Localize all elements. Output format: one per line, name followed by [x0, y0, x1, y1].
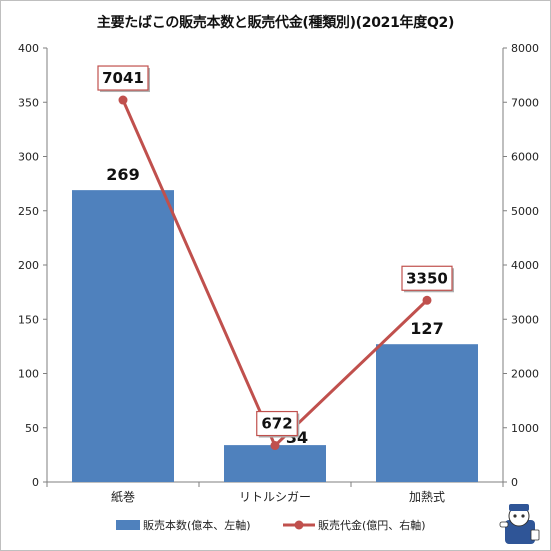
axes-layer: 0 0 50 1000 100 2000 150 3000 200 4000 250 5000 300 6…: [18, 42, 539, 504]
right-tick-label: 8000: [511, 42, 539, 55]
left-tick-label: 150: [18, 313, 39, 326]
left-tick-label: 250: [18, 205, 39, 218]
line-point: [422, 295, 432, 305]
category-label: リトルシガー: [239, 490, 311, 504]
category-label: 加熱式: [409, 490, 445, 504]
bar: [72, 190, 174, 482]
legend-bar-label: 販売本数(億本、左軸): [143, 518, 251, 532]
left-tick-label: 300: [18, 151, 39, 164]
bar: [224, 445, 326, 482]
right-tick-label: 3000: [511, 313, 539, 326]
right-tick-label: 0: [511, 476, 518, 489]
legend-line-label: 販売代金(億円、右軸): [318, 518, 426, 532]
left-tick-label: 50: [25, 422, 39, 435]
line-value-label: 3350: [406, 269, 448, 287]
chart-title: 主要たばこの販売本数と販売代金(種類別)(2021年度Q2): [96, 15, 455, 31]
bar-value-label: 269: [106, 165, 139, 184]
legend-line-marker: [294, 520, 304, 530]
line-layer: [118, 95, 432, 451]
left-tick-label: 200: [18, 259, 39, 272]
bar: [376, 344, 478, 482]
right-tick-label: 5000: [511, 205, 539, 218]
bar-value-label: 127: [410, 319, 443, 338]
right-tick-label: 4000: [511, 259, 539, 272]
left-tick-label: 400: [18, 42, 39, 55]
right-tick-label: 7000: [511, 96, 539, 109]
line-point: [270, 441, 280, 451]
right-tick-label: 1000: [511, 422, 539, 435]
left-tick-label: 100: [18, 368, 39, 381]
right-tick-label: 2000: [511, 368, 539, 381]
left-tick-label: 0: [32, 476, 39, 489]
bars-layer: [72, 190, 478, 482]
left-tick-label: 350: [18, 96, 39, 109]
legend-layer: 販売本数(億本、左軸) 販売代金(億円、右軸): [116, 518, 426, 532]
legend-bar-swatch: [116, 520, 140, 530]
callout-box: [256, 410, 298, 437]
category-label: 紙巻: [111, 489, 135, 504]
line-point: [118, 95, 128, 105]
callout-box: [401, 265, 453, 291]
right-tick-label: 6000: [511, 151, 539, 164]
line-value-label: 7041: [102, 69, 144, 87]
mascot-icon: [499, 504, 540, 544]
callout-box: [97, 65, 149, 91]
line-value-label: 672: [261, 415, 292, 433]
